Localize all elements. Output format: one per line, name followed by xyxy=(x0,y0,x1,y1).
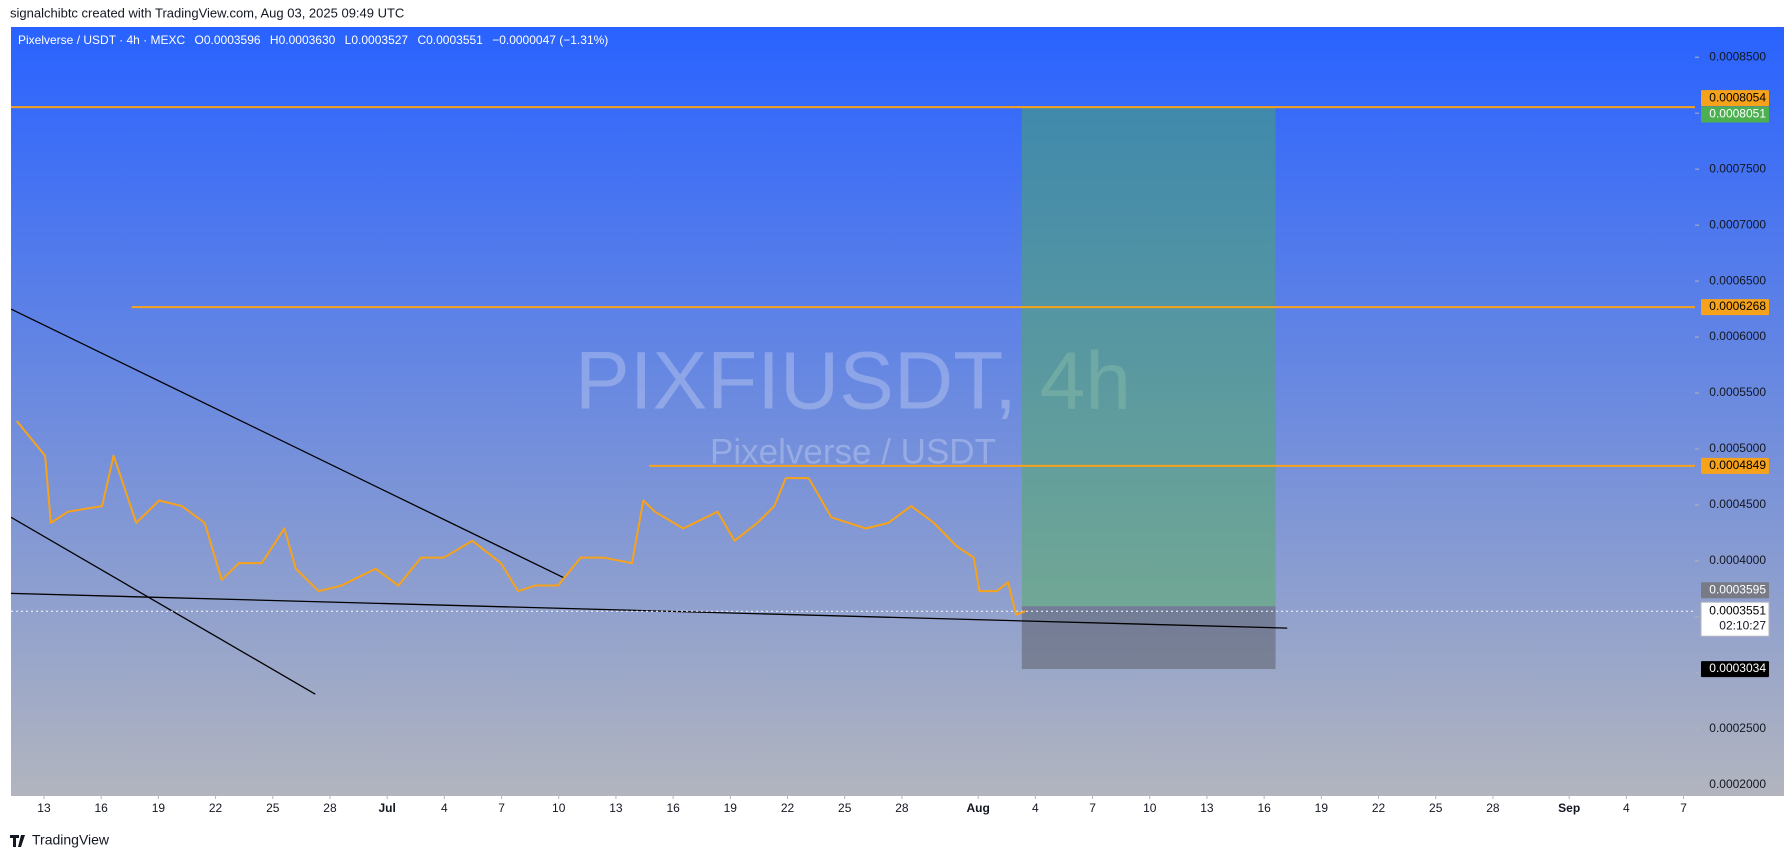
countdown: 02:10:27 xyxy=(1719,618,1766,632)
price-badge xyxy=(1701,299,1769,316)
x-tick-label: 28 xyxy=(895,801,909,815)
x-tick-label: 13 xyxy=(1200,801,1214,815)
x-tick-label: 4 xyxy=(1032,801,1039,815)
x-tick-label: Jul xyxy=(378,801,395,815)
y-tick-label: 0.0004000 xyxy=(1709,553,1766,567)
trendline xyxy=(11,592,1288,629)
x-tick-label: 19 xyxy=(152,801,166,815)
legend-label: L xyxy=(345,33,352,47)
credit: signalchibtc created with TradingView.co… xyxy=(10,5,404,20)
x-tick-label: 10 xyxy=(552,801,566,815)
legend-label: O xyxy=(195,33,204,47)
y-tick-label: 0.0005000 xyxy=(1709,441,1766,455)
price-badge-label: 0.0006268 xyxy=(1709,299,1766,313)
footer: TradingView xyxy=(10,832,110,848)
legend-value: 0.0003527 xyxy=(351,33,408,47)
price-badge-label: 0.0004849 xyxy=(1709,458,1766,472)
x-tick-label: 7 xyxy=(1680,801,1687,815)
x-tick-label: 22 xyxy=(781,801,795,815)
x-tick-label: 13 xyxy=(609,801,623,815)
x-tick-label: Sep xyxy=(1558,801,1580,815)
chart-background xyxy=(11,27,1784,796)
x-tick-label: Aug xyxy=(966,801,989,815)
y-tick-label: 0.0002000 xyxy=(1709,777,1766,791)
y-tick-label: 0.0006000 xyxy=(1709,329,1766,343)
x-axis-band xyxy=(0,796,1784,820)
x-tick-label: 25 xyxy=(838,801,852,815)
legend-value: 0.0003551 xyxy=(426,33,483,47)
profit-zone xyxy=(1021,107,1276,607)
last-price-label: 0.0003551 xyxy=(1709,603,1766,617)
legend-label: H xyxy=(270,33,279,47)
x-tick-label: 4 xyxy=(441,801,448,815)
legend-change: −0.0000047 (−1.31%) xyxy=(492,33,608,47)
legend-label: C xyxy=(417,33,426,47)
price-badge xyxy=(1701,582,1769,599)
price-badge-label: 0.0003595 xyxy=(1709,582,1766,596)
x-tick-label: 7 xyxy=(498,801,505,815)
x-tick-label: 16 xyxy=(1257,801,1271,815)
price-badge-label: 0.0008051 xyxy=(1709,107,1766,121)
y-tick-label: 0.0004500 xyxy=(1709,497,1766,511)
price-badge xyxy=(1701,661,1769,678)
y-tick-label: 0.0006500 xyxy=(1709,273,1766,287)
x-tick-label: 7 xyxy=(1089,801,1096,815)
y-tick-label: 0.0008500 xyxy=(1709,49,1766,63)
y-tick-label: 0.0007500 xyxy=(1709,161,1766,175)
watermark-symbol: PIXFIUSDT, 4h xyxy=(575,336,1131,427)
legend: Pixelverse / USDT · 4h · MEXC O0.0003596… xyxy=(18,33,608,47)
brand: TradingView xyxy=(32,832,110,848)
x-tick-label: 19 xyxy=(724,801,738,815)
price-badge xyxy=(1701,106,1769,123)
legend-value: 0.0003630 xyxy=(279,33,336,47)
price-badge xyxy=(1701,90,1769,107)
last-price-badge xyxy=(1700,601,1770,637)
y-tick-label: 0.0007000 xyxy=(1709,217,1766,231)
x-tick-label: 28 xyxy=(1486,801,1500,815)
price-badge-label: 0.0003034 xyxy=(1709,661,1766,675)
x-tick-label: 28 xyxy=(323,801,337,815)
y-tick-label: 0.0005500 xyxy=(1709,385,1766,399)
price-badge xyxy=(1701,457,1769,474)
x-tick-label: 22 xyxy=(1372,801,1386,815)
loss-zone xyxy=(1021,606,1276,670)
watermark: PIXFIUSDT, 4h Pixelverse / USDT xyxy=(575,336,1131,472)
watermark-name: Pixelverse / USDT xyxy=(710,432,996,471)
x-tick-label: 25 xyxy=(1429,801,1443,815)
x-tick-label: 16 xyxy=(666,801,680,815)
trendline xyxy=(11,516,316,695)
x-tick-label: 4 xyxy=(1623,801,1630,815)
y-tick-label: 0.0002500 xyxy=(1709,721,1766,735)
trendline xyxy=(11,308,564,579)
x-tick-label: 22 xyxy=(209,801,223,815)
x-tick-label: 25 xyxy=(266,801,280,815)
price-badge-label: 0.0008054 xyxy=(1709,90,1766,104)
price-line xyxy=(15,420,1026,616)
plot xyxy=(11,106,1695,695)
x-tick-label: 13 xyxy=(37,801,51,815)
axes: 0.00020000.00025000.00030000.00035000.00… xyxy=(0,49,1784,820)
x-tick-label: 19 xyxy=(1315,801,1329,815)
x-tick-label: 16 xyxy=(94,801,108,815)
x-tick-label: 10 xyxy=(1143,801,1157,815)
legend-value: 0.0003596 xyxy=(204,33,261,47)
logo xyxy=(10,835,25,847)
legend-symbol: Pixelverse / USDT · 4h · MEXC xyxy=(18,33,185,47)
